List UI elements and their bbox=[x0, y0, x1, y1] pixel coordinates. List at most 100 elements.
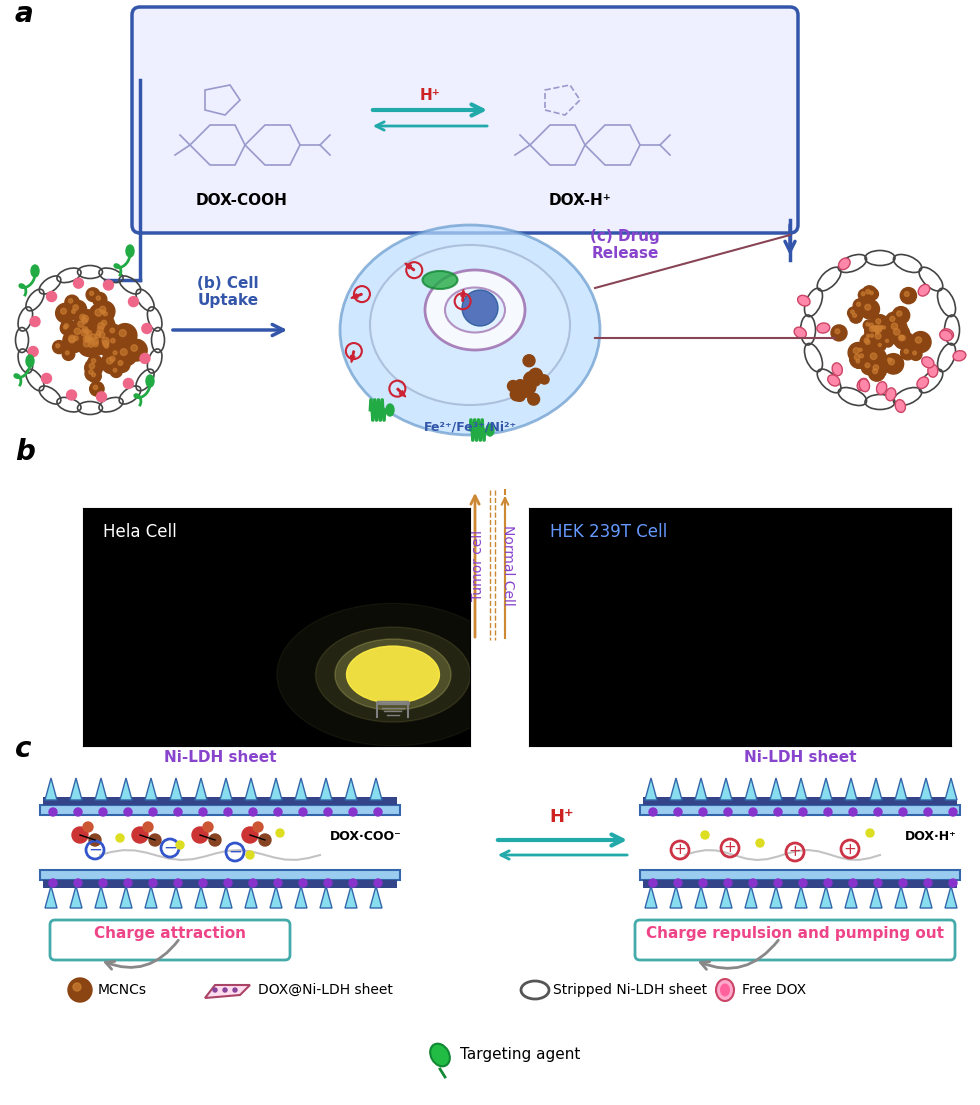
Circle shape bbox=[335, 639, 451, 711]
Circle shape bbox=[894, 330, 912, 349]
Circle shape bbox=[524, 371, 538, 386]
Text: Fe²⁺/Fe³⁺/Ni²⁺: Fe²⁺/Fe³⁺/Ni²⁺ bbox=[423, 420, 516, 433]
Circle shape bbox=[924, 878, 932, 887]
Circle shape bbox=[874, 878, 882, 887]
Circle shape bbox=[74, 309, 94, 329]
Circle shape bbox=[876, 325, 882, 332]
Text: HEK 239T Cell: HEK 239T Cell bbox=[551, 523, 667, 540]
Polygon shape bbox=[720, 886, 732, 908]
FancyArrow shape bbox=[405, 263, 415, 271]
Circle shape bbox=[84, 359, 103, 377]
Circle shape bbox=[74, 328, 80, 335]
Circle shape bbox=[93, 293, 107, 306]
Circle shape bbox=[873, 326, 878, 331]
Polygon shape bbox=[795, 886, 807, 908]
Circle shape bbox=[92, 327, 108, 343]
Polygon shape bbox=[270, 886, 282, 908]
Circle shape bbox=[870, 352, 877, 359]
Text: Charge attraction: Charge attraction bbox=[94, 926, 246, 941]
Circle shape bbox=[142, 324, 152, 334]
Polygon shape bbox=[45, 778, 57, 800]
Circle shape bbox=[91, 359, 96, 362]
Ellipse shape bbox=[486, 424, 494, 436]
FancyBboxPatch shape bbox=[640, 870, 960, 880]
Circle shape bbox=[849, 878, 857, 887]
Ellipse shape bbox=[839, 257, 850, 270]
Circle shape bbox=[90, 381, 104, 396]
Circle shape bbox=[875, 332, 879, 335]
Ellipse shape bbox=[941, 329, 954, 339]
Ellipse shape bbox=[917, 377, 928, 389]
Circle shape bbox=[92, 372, 95, 377]
Ellipse shape bbox=[859, 379, 869, 391]
Circle shape bbox=[110, 356, 115, 361]
Circle shape bbox=[64, 326, 68, 329]
Circle shape bbox=[68, 978, 92, 1002]
Circle shape bbox=[82, 315, 88, 322]
Text: +: + bbox=[673, 842, 686, 857]
Polygon shape bbox=[745, 778, 757, 800]
Circle shape bbox=[223, 988, 227, 992]
Circle shape bbox=[774, 808, 782, 815]
Polygon shape bbox=[320, 778, 332, 800]
Circle shape bbox=[799, 808, 807, 815]
Circle shape bbox=[105, 344, 109, 348]
Polygon shape bbox=[670, 886, 682, 908]
Circle shape bbox=[246, 851, 254, 859]
Ellipse shape bbox=[720, 983, 730, 997]
Ellipse shape bbox=[876, 381, 887, 394]
Circle shape bbox=[88, 370, 101, 382]
Circle shape bbox=[896, 332, 913, 348]
Circle shape bbox=[514, 390, 525, 401]
Polygon shape bbox=[45, 886, 57, 908]
Circle shape bbox=[869, 326, 875, 331]
Text: Ni-LDH sheet: Ni-LDH sheet bbox=[744, 750, 857, 765]
Bar bbox=[643, 880, 957, 888]
Circle shape bbox=[524, 379, 534, 389]
Circle shape bbox=[83, 822, 93, 832]
Circle shape bbox=[56, 303, 75, 323]
Circle shape bbox=[888, 359, 895, 365]
FancyBboxPatch shape bbox=[640, 806, 960, 815]
Circle shape bbox=[894, 328, 900, 335]
Circle shape bbox=[522, 381, 535, 394]
Circle shape bbox=[111, 338, 115, 343]
Circle shape bbox=[78, 332, 98, 351]
Circle shape bbox=[101, 340, 115, 355]
Polygon shape bbox=[95, 886, 107, 908]
Circle shape bbox=[69, 337, 75, 343]
Circle shape bbox=[874, 326, 879, 330]
Circle shape bbox=[525, 376, 534, 385]
Circle shape bbox=[865, 319, 880, 334]
Circle shape bbox=[103, 340, 109, 347]
Circle shape bbox=[77, 323, 96, 340]
Circle shape bbox=[49, 808, 57, 815]
Circle shape bbox=[899, 808, 907, 815]
Circle shape bbox=[92, 317, 115, 339]
Text: DOX·H⁺: DOX·H⁺ bbox=[905, 830, 956, 843]
Polygon shape bbox=[845, 778, 857, 800]
Circle shape bbox=[124, 878, 132, 887]
Circle shape bbox=[83, 340, 90, 347]
Circle shape bbox=[756, 839, 764, 848]
Circle shape bbox=[867, 332, 878, 343]
Circle shape bbox=[674, 808, 682, 815]
Circle shape bbox=[347, 646, 439, 703]
Ellipse shape bbox=[370, 245, 570, 406]
Circle shape bbox=[81, 333, 97, 347]
Circle shape bbox=[77, 313, 96, 332]
Circle shape bbox=[886, 312, 903, 329]
Polygon shape bbox=[170, 886, 182, 908]
Circle shape bbox=[80, 325, 96, 341]
Circle shape bbox=[64, 332, 84, 352]
Ellipse shape bbox=[798, 295, 810, 306]
Circle shape bbox=[113, 350, 117, 355]
Circle shape bbox=[99, 878, 107, 887]
Circle shape bbox=[101, 352, 122, 373]
FancyBboxPatch shape bbox=[40, 806, 400, 815]
Circle shape bbox=[870, 334, 873, 337]
Ellipse shape bbox=[817, 323, 830, 333]
Circle shape bbox=[70, 332, 85, 348]
Circle shape bbox=[949, 878, 957, 887]
Circle shape bbox=[176, 841, 184, 849]
